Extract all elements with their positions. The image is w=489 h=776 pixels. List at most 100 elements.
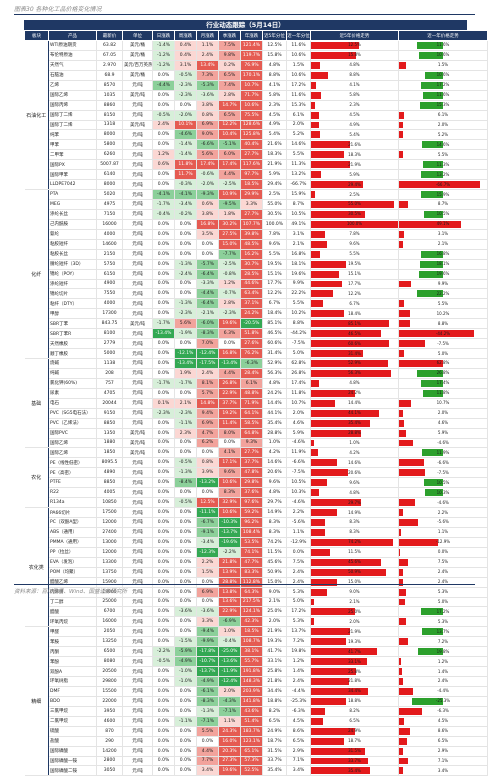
- pct-5y-cell: 29.4%: [262, 179, 287, 191]
- yearly-change-cell: 48.8%: [240, 388, 263, 399]
- bar-5y-label: 50.9%: [348, 569, 361, 575]
- daily-change-cell: 0.0%: [152, 418, 175, 429]
- unit-cell: 元/吨: [122, 388, 153, 399]
- pct-5y-cell: 5.8%: [262, 90, 287, 101]
- bar-1y-fill: [399, 429, 407, 437]
- pct-5y-cell: 29.7%: [262, 497, 287, 509]
- quarterly-change-cell: 4.4%: [218, 169, 241, 181]
- quarterly-change-cell: 14.7%: [218, 100, 241, 111]
- bar-1y-fill: [399, 528, 401, 536]
- monthly-change-cell: 0.0%: [196, 577, 219, 588]
- pct-5y-cell: 4.1%: [262, 80, 287, 91]
- monthly-change-cell: -10.7%: [196, 656, 219, 668]
- bar-5y-label: 85.1%: [348, 320, 361, 326]
- pct-5y-cell: 14.9%: [262, 507, 287, 518]
- bar-5y-label: 18.4%: [348, 310, 361, 316]
- monthly-change-cell: -2.0%: [196, 179, 219, 191]
- bar-1y-cell: -4.6%: [398, 438, 488, 449]
- monthly-change-cell: -13.7%: [196, 666, 219, 677]
- name-cell: 粘胶长丝: [48, 249, 97, 260]
- pct-5y-cell: 45.6%: [262, 557, 287, 568]
- bar-1y-cell: 4.6%: [398, 418, 488, 429]
- bar-1y-fill: [399, 399, 412, 407]
- name-cell: 丁二醇: [48, 597, 97, 608]
- bar-5y-fill: [311, 210, 365, 218]
- pct-1y-cell: 6.5%: [286, 736, 311, 747]
- yearly-change-cell: 65.1%: [240, 746, 263, 757]
- quarterly-change-cell: 7.5%: [218, 40, 241, 51]
- quarterly-change-cell: 1.0%: [218, 626, 241, 638]
- quarterly-change-cell: 24.3%: [218, 726, 241, 737]
- bar-1y-cell: 6.1%: [398, 110, 488, 121]
- bar-1y-label: 10.2%: [436, 310, 450, 316]
- monthly-change-cell: 6.9%: [196, 418, 219, 429]
- price-cell: 13250: [96, 636, 123, 648]
- bar-1y-cell: 8.8%: [398, 318, 488, 330]
- table-row: 布伦特原油 67.05 美元/桶 -1.2% 0.4% 2.4% 9.8% 119.7% 15.…: [25, 50, 488, 61]
- bar-1y-label: 4.5%: [437, 718, 449, 724]
- price-cell: 29800: [96, 676, 123, 687]
- price-cell: 7150: [96, 209, 123, 220]
- daily-change-cell: 0.0%: [152, 587, 175, 598]
- yearly-change-cell: 10.7%: [240, 80, 263, 91]
- pct-1y-cell: 10.7%: [286, 398, 311, 409]
- pct-5y-cell: 18.3%: [262, 149, 287, 161]
- monthly-change-cell: 5.5%: [196, 726, 219, 737]
- quarterly-change-cell: 16.0%: [218, 736, 241, 747]
- bar-1y-cell: 11.9%: [398, 447, 488, 459]
- unit-cell: 元/吨: [122, 139, 153, 151]
- monthly-change-cell: -9.3%: [196, 189, 219, 200]
- weekly-change-cell: 0.0%: [174, 547, 197, 558]
- price-cell: 4000: [96, 229, 123, 240]
- bar-5y-cell: 50.9%: [310, 567, 399, 578]
- monthly-change-cell: 3.8%: [196, 100, 219, 111]
- quarterly-change-cell: -2.5%: [218, 259, 241, 270]
- quarterly-change-cell: 6.5%: [218, 110, 241, 121]
- price-cell: 843.75: [96, 318, 123, 330]
- footer-rule: [14, 584, 475, 585]
- table-row: 丙烯腈 18000 元/吨 0.0% 0.0% 6.9% 13.8% 64.3% 9.0% 5.3…: [25, 587, 488, 598]
- sector-cell: 化纤: [24, 189, 49, 359]
- bar-1y-fill: [399, 350, 405, 357]
- bar-5y-label: 18.8%: [348, 698, 361, 704]
- quarterly-change-cell: 26.8%: [218, 378, 241, 389]
- price-cell: 8850: [96, 477, 123, 489]
- bar-1y-cell: 8.6%: [398, 726, 488, 737]
- daily-change-cell: 1.2%: [152, 149, 175, 161]
- bar-1y-cell: 2.0%: [398, 408, 488, 419]
- pct-5y-cell: 4.8%: [262, 487, 287, 499]
- daily-change-cell: 0.0%: [152, 129, 175, 141]
- table-row: 环氧树脂 29800 元/吨 0.0% -1.0% -4.9% -12.4% 148.3% 21…: [25, 676, 488, 687]
- pct-1y-cell: 2.4%: [286, 577, 311, 588]
- bar-5y-fill: [311, 379, 319, 387]
- monthly-change-cell: 0.0%: [196, 239, 219, 250]
- bar-5y-label: 11.5%: [348, 549, 361, 555]
- yearly-change-cell: 39.8%: [240, 229, 263, 240]
- table-row: PE（高密） 4890 元/吨 0.0% -1.3% 3.9% 9.6% 47.8% 20.6%…: [25, 467, 488, 479]
- quarterly-change-cell: -11.9%: [218, 666, 241, 677]
- bar-5y-cell: 6.5%: [310, 716, 399, 727]
- bar-1y-label: 17.2%: [436, 608, 450, 614]
- bar-5y-fill: [311, 111, 319, 119]
- bar-1y-label: -4.6%: [437, 439, 449, 445]
- price-cell: 3950: [96, 706, 123, 717]
- price-cell: 27400: [96, 527, 123, 538]
- quarterly-change-cell: -13.6%: [218, 656, 241, 668]
- pct-5y-cell: 6.5%: [262, 716, 287, 727]
- quarterly-change-cell: 1.2%: [218, 279, 241, 290]
- weekly-change-cell: 0.0%: [174, 447, 197, 459]
- pct-1y-cell: 22.2%: [286, 288, 311, 300]
- daily-change-cell: 0.0%: [152, 259, 175, 270]
- yearly-change-cell: 97.7%: [240, 169, 263, 181]
- weekly-change-cell: 10.1%: [174, 120, 197, 131]
- table-row: POM（均聚） 13750 元/吨 0.0% 0.0% 1.5% 13.9% 83.3% 50.…: [25, 567, 488, 578]
- table-row: 国际乙烯 1035 美元/吨 0.0% -2.3% -3.6% 2.8% 71.7% 5.8% 1…: [25, 90, 488, 101]
- column-header: 产品: [48, 30, 97, 41]
- bar-5y-cell: 55.0%: [310, 199, 399, 210]
- unit-cell: 元/吨: [122, 110, 153, 121]
- unit-cell: 元/吨: [122, 477, 153, 489]
- monthly-change-cell: -9.9%: [196, 636, 219, 648]
- pct-1y-cell: 2.0%: [286, 120, 311, 131]
- pct-1y-cell: -6.3%: [286, 706, 311, 717]
- quarterly-change-cell: 17.4%: [218, 159, 241, 171]
